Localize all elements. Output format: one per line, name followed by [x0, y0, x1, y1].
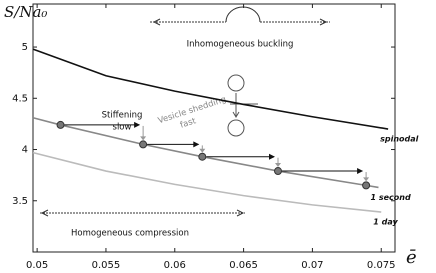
compression-schematic [40, 209, 245, 217]
annotation: Stiffening [102, 111, 143, 121]
annotation: Homogeneous compression [71, 229, 189, 239]
drop-arrowhead [363, 177, 370, 182]
x-tick-label: 0.055 [92, 260, 121, 271]
buckling-schematic [150, 6, 330, 26]
drop-arrowhead [199, 148, 206, 153]
series-line [32, 151, 382, 213]
x-tick-label: 0.06 [164, 260, 186, 271]
vesicle-schematic [227, 74, 258, 137]
marker [274, 167, 283, 176]
annotation: Inhomogeneous buckling [187, 40, 294, 50]
drop-arrowhead [140, 136, 147, 141]
marker [198, 152, 207, 161]
y-tick-label: 4.5 [12, 93, 28, 104]
y-tick-label: 3.5 [12, 196, 28, 207]
annotation: fast [179, 116, 198, 131]
y-axis-label: S/Na₀ [4, 3, 47, 21]
x-axis-label: ē [406, 247, 417, 268]
shift-arrowhead [193, 141, 200, 148]
series-label: 1 day [373, 218, 398, 227]
plot-frame [32, 3, 396, 253]
annotations: Inhomogeneous buckling Stiffening slow V… [71, 40, 293, 239]
series-label: spinodal [380, 135, 419, 144]
series-line [32, 116, 379, 189]
series-line [32, 48, 389, 130]
shift-arrowhead [134, 121, 141, 128]
shift-arrowhead [357, 168, 364, 175]
marker [56, 120, 65, 129]
x-tick-label: 0.05 [26, 260, 48, 271]
marker [139, 140, 148, 149]
x-tick-label: 0.07 [301, 260, 323, 271]
shift-arrowhead [269, 153, 276, 160]
drop-arrowhead [275, 163, 282, 168]
x-tick-label: 0.065 [229, 260, 258, 271]
series-label: 1 second [370, 193, 410, 202]
marker [362, 181, 371, 190]
y-tick-label: 4 [22, 145, 28, 156]
x-tick-label: 0.075 [367, 260, 396, 271]
annotation: slow [113, 123, 132, 133]
y-tick-label: 5 [22, 42, 28, 53]
